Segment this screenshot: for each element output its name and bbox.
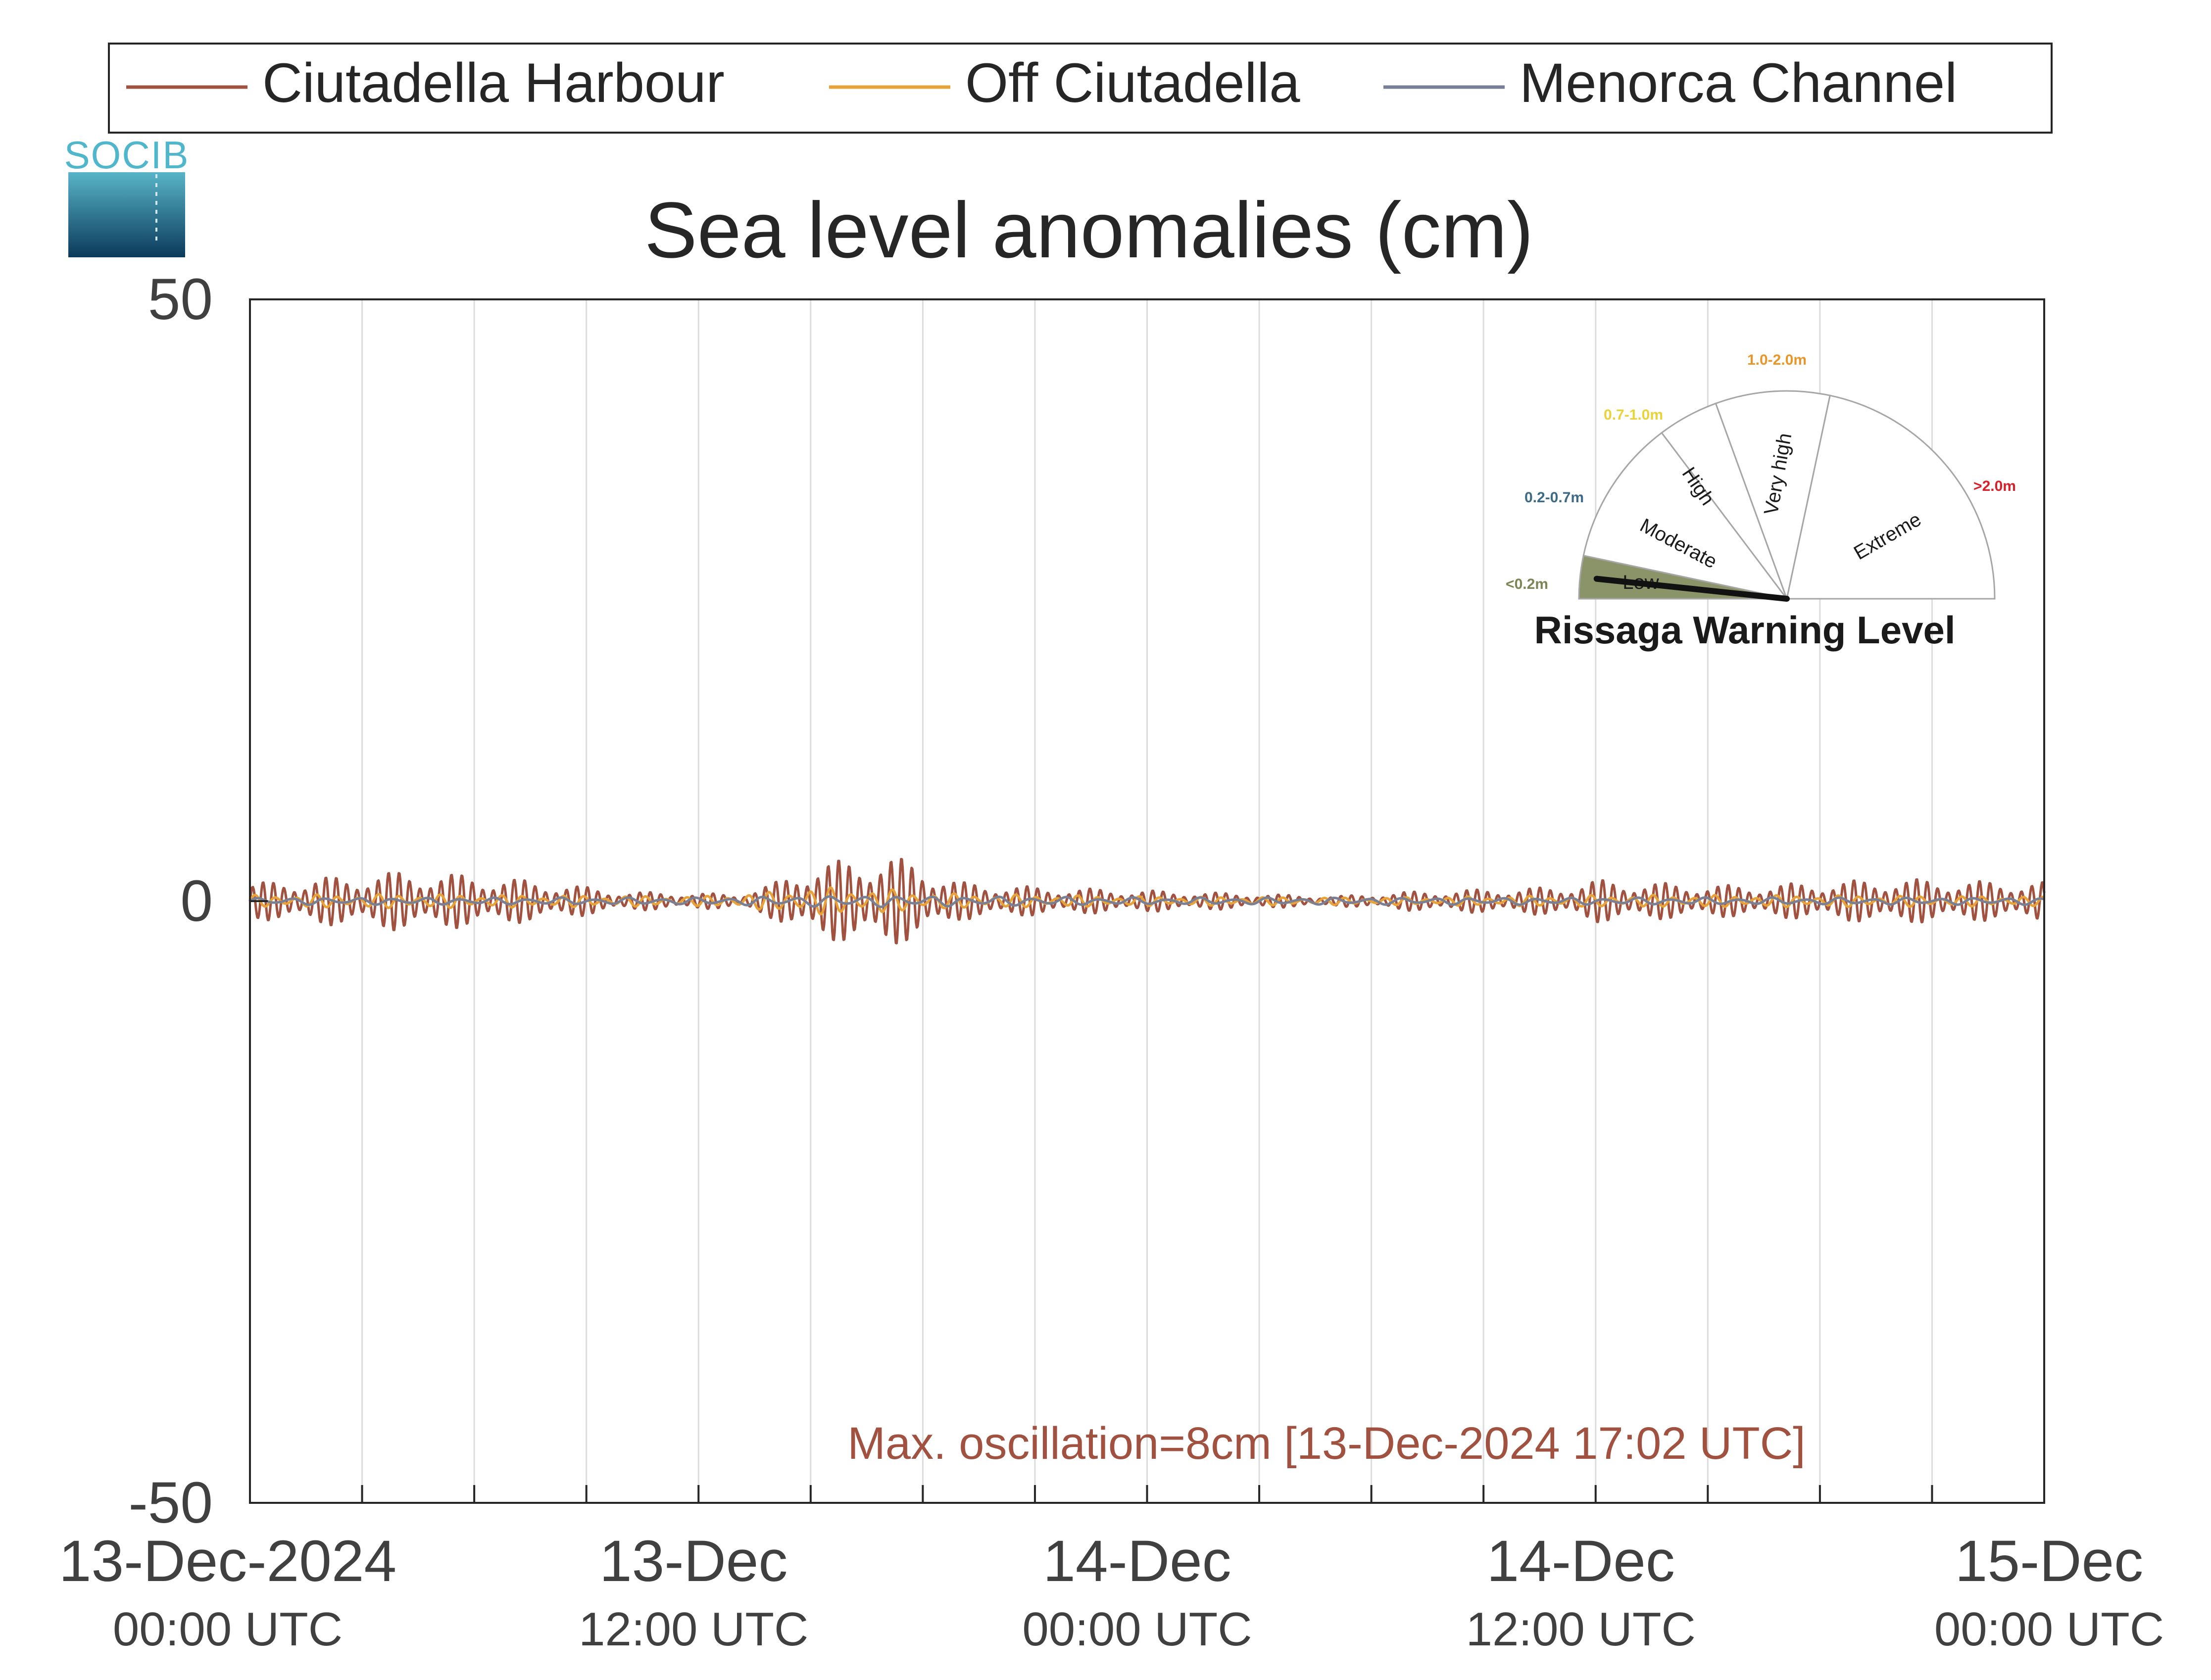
socib-logo: SOCIB bbox=[64, 133, 190, 257]
x-tick-label-time: 00:00 UTC bbox=[113, 1603, 343, 1656]
series-line-2 bbox=[249, 895, 2045, 909]
y-tick-label: 50 bbox=[148, 267, 213, 332]
gauge-sector-3 bbox=[1715, 390, 1831, 602]
series-lines bbox=[248, 858, 2046, 945]
gauge-range-label: >2.0m bbox=[1973, 478, 2016, 494]
max-oscillation-annotation: Max. oscillation=8cm [13-Dec-2024 17:02 … bbox=[847, 1418, 1805, 1469]
x-tick-label-date: 14-Dec bbox=[1043, 1529, 1231, 1594]
socib-logo-text: SOCIB bbox=[64, 133, 190, 177]
legend-label-2: Menorca Channel bbox=[1520, 52, 1957, 114]
x-tick-label-date: 15-Dec bbox=[1955, 1529, 2143, 1594]
gauge-range-label: 1.0-2.0m bbox=[1747, 352, 1807, 368]
gauge-sector-4 bbox=[1786, 394, 1996, 600]
y-tick-label: -50 bbox=[128, 1470, 213, 1536]
x-axis-ticks: 13-Dec-2024 00:00 UTC 13-Dec 12:00 UTC 14-De… bbox=[59, 1485, 2164, 1656]
x-tick-label-date: 14-Dec bbox=[1487, 1529, 1675, 1594]
gauge-range-label: 0.2-0.7m bbox=[1524, 489, 1584, 506]
x-tick-label-time: 12:00 UTC bbox=[1466, 1603, 1696, 1656]
legend-label-0: Ciutadella Harbour bbox=[262, 52, 725, 114]
x-tick-label-time: 00:00 UTC bbox=[1934, 1603, 2164, 1656]
x-tick-label-date: 13-Dec bbox=[599, 1529, 787, 1594]
x-tick-label-time: 00:00 UTC bbox=[1022, 1603, 1252, 1656]
y-axis-ticks: -50 0 50 bbox=[128, 267, 268, 1536]
y-tick-label: 0 bbox=[180, 868, 213, 934]
gauge-range-label: 0.7-1.0m bbox=[1604, 407, 1663, 423]
gauge-sector-1 bbox=[1582, 432, 1789, 600]
rissaga-warning-gauge: LowModerateHighVery highExtreme<0.2m0.2-… bbox=[1506, 352, 2016, 602]
series-line-0 bbox=[248, 858, 2046, 945]
legend: Ciutadella Harbour Off Ciutadella Menorca … bbox=[108, 43, 2053, 134]
gauge-title: Rissaga Warning Level bbox=[1534, 608, 1955, 652]
legend-label-1: Off Ciutadella bbox=[965, 52, 1300, 114]
chart-title: Sea level anomalies (cm) bbox=[644, 186, 1533, 274]
gauge-range-label: <0.2m bbox=[1506, 576, 1548, 592]
gauge-pointer bbox=[1593, 576, 1790, 602]
x-tick-label-time: 12:00 UTC bbox=[579, 1603, 808, 1656]
x-tick-label-date: 13-Dec-2024 bbox=[59, 1529, 396, 1594]
